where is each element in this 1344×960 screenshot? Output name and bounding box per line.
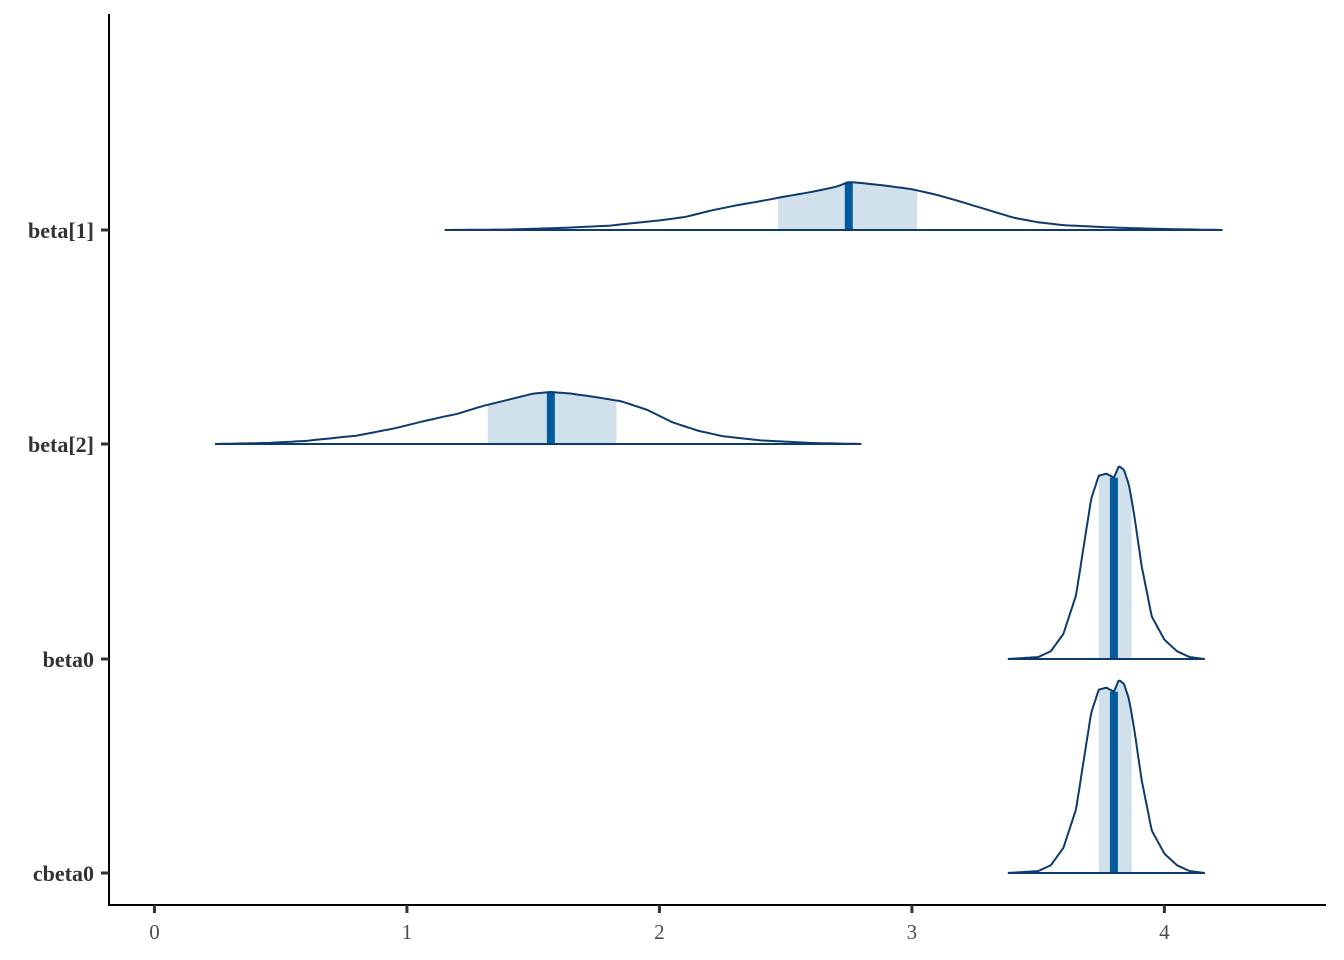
x-axis: 0 1 2 3 4 — [108, 904, 1326, 944]
x-tick-label-3: 3 — [907, 920, 918, 944]
y-tick-label-beta1: beta[1] — [28, 218, 94, 243]
x-tick-label-1: 1 — [402, 920, 413, 944]
density-curve-cbeta0 — [1007, 679, 1205, 874]
ridge-cbeta0 — [1007, 679, 1205, 874]
x-tick-label-0: 0 — [149, 920, 160, 944]
density-curve-beta2 — [214, 391, 862, 445]
density-curve-beta1 — [444, 181, 1223, 231]
ridge-beta1 — [444, 181, 1223, 231]
ridge-beta0 — [1007, 465, 1205, 660]
y-tick-label-cbeta0: cbeta0 — [33, 861, 94, 886]
density-curve-beta0 — [1007, 465, 1205, 660]
ridge-beta2 — [214, 391, 862, 445]
y-tick-label-beta0: beta0 — [43, 647, 94, 672]
y-axis: beta[1] beta[2] beta0 cbeta0 — [28, 14, 110, 906]
x-tick-label-4: 4 — [1159, 920, 1170, 944]
ridges-layer — [214, 181, 1223, 874]
y-tick-label-beta2: beta[2] — [28, 432, 94, 457]
x-tick-label-2: 2 — [654, 920, 665, 944]
